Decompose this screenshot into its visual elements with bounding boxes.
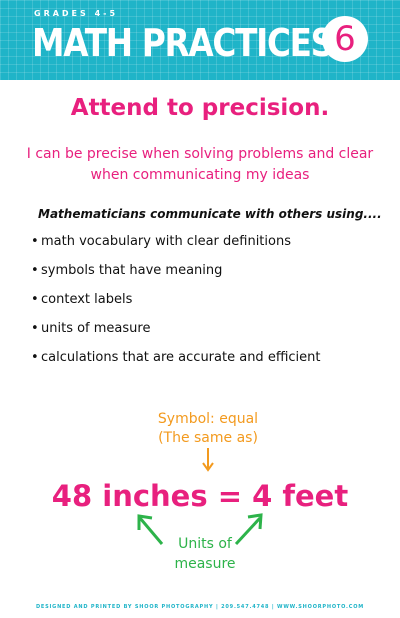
practice-number-badge: 6 [322,16,368,62]
poster-header: GRADES 4-5 MATH PRACTICES 6 [0,0,400,80]
units-annotation: Units of measure [155,534,255,574]
list-item-text: context labels [41,292,133,307]
units-label-line1: Units of [178,536,232,552]
left-arrow-icon [137,514,164,545]
bullet-icon: • [31,263,39,278]
symbol-annotation: Symbol: equal (The same as) [138,410,278,448]
list-item: • symbols that have meaning [31,262,391,291]
list-item: • math vocabulary with clear definitions [31,233,391,262]
right-arrow-icon [234,513,263,546]
bullet-icon: • [31,350,39,365]
practice-heading: Attend to precision. [70,95,330,121]
list-item-text: symbols that have meaning [41,263,223,278]
bullet-list: • math vocabulary with clear definitions … [31,233,391,378]
units-arrows [137,513,263,546]
list-item-text: calculations that are accurate and effic… [41,350,321,365]
bullet-icon: • [31,234,39,249]
intro-text: Mathematicians communicate with others u… [38,207,382,221]
poster-title: MATH PRACTICES [32,21,334,65]
footer-credit: DESIGNED AND PRINTED BY SHOOR PHOTOGRAPH… [35,604,365,610]
list-item: • context labels [31,291,391,320]
list-item-text: math vocabulary with clear definitions [41,234,291,249]
list-item-text: units of measure [41,321,151,336]
bullet-icon: • [31,292,39,307]
symbol-meaning: (The same as) [158,430,258,446]
grade-level-label: GRADES 4-5 [34,9,119,18]
list-item: • calculations that are accurate and effi… [31,349,391,378]
symbol-label: Symbol: equal [157,411,259,427]
units-label-line2: measure [174,556,236,572]
practice-statement: I can be precise when solving problems a… [26,146,374,183]
down-arrow-icon [202,448,214,472]
bullet-icon: • [31,321,39,336]
example-equation: 48 inches = 4 feet [51,479,349,513]
list-item: • units of measure [31,320,391,349]
